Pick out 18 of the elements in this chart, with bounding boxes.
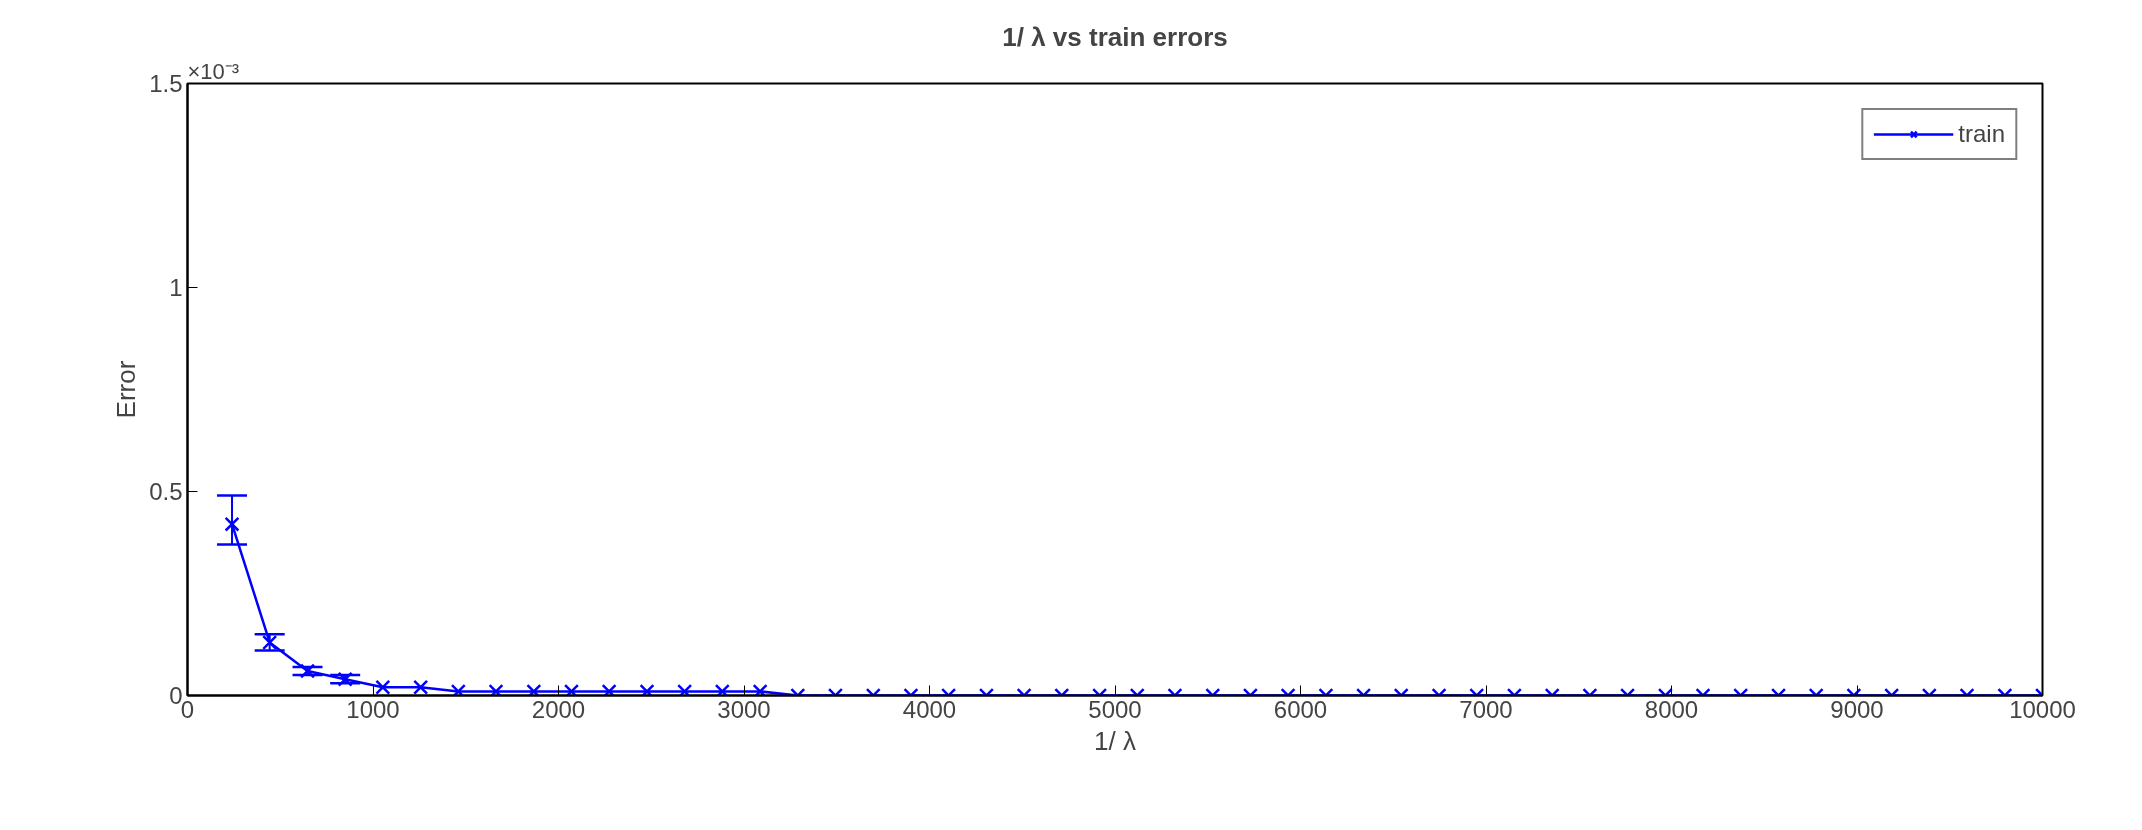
x-tick-label: 2000 <box>531 695 586 723</box>
x-tick-label: 3000 <box>717 695 771 723</box>
annotation: ×10⁻³ <box>187 58 240 84</box>
x-tick-label: 4000 <box>902 695 957 723</box>
y-tick-label: 1 <box>169 274 183 301</box>
x-tick-label: 5000 <box>1088 695 1142 723</box>
x-tick-label: 7000 <box>1459 695 1513 723</box>
y-tick-label: 1.5 <box>149 70 183 97</box>
y-axis-title: Error <box>111 360 142 419</box>
y-tick-label: 0.5 <box>149 478 183 505</box>
x-tick-label: 1000 <box>346 695 400 723</box>
x-tick-label: 9000 <box>1830 695 1884 723</box>
legend-label: train <box>1958 120 2005 148</box>
chart-title: 1/ λ vs train errors <box>1002 21 1228 52</box>
x-tick-label: 10000 <box>2009 695 2076 723</box>
x-axis-title: 1/ λ <box>1094 725 1136 756</box>
x-tick-label: 8000 <box>1644 695 1699 723</box>
x-tick-label: 6000 <box>1273 695 1328 723</box>
